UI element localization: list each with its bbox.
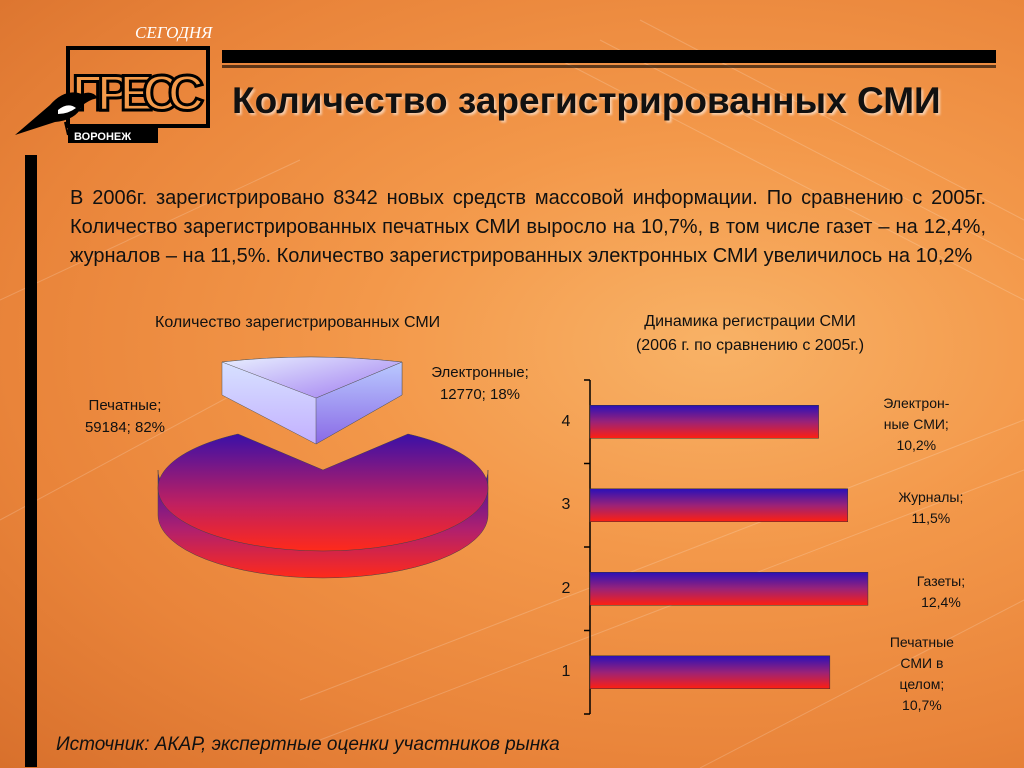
bar-1 [589, 655, 831, 689]
bar-2 [589, 572, 869, 606]
left-rule [25, 155, 37, 767]
top-rule [222, 50, 996, 63]
top-rule-shadow [222, 65, 996, 68]
pie-label-electronic-line1: Электронные; [431, 364, 529, 381]
logo: СЕГОДНЯ ПРЕСС ВОРОНЕЖ [15, 23, 213, 143]
bar-chart-title-line2: (2006 г. по сравнению с 2005г.) [635, 337, 865, 354]
bar-category-label-2: 2 [561, 579, 571, 597]
pie-chart-title: Количество зарегистрированных СМИ [155, 314, 441, 331]
bar-data-label-3: Журналы; 11,5% [898, 489, 964, 527]
bar-category-label-1: 1 [561, 663, 571, 681]
pie-label-electronic-line2: 12770; 18% [439, 386, 521, 403]
bar-3 [589, 488, 849, 522]
source-note: Источник: АКАР, экспертные оценки участн… [56, 734, 560, 755]
pie-label-printed-line1: Печатные; [88, 397, 162, 414]
bar-category-label-3: 3 [561, 496, 571, 514]
logo-top-text: СЕГОДНЯ [135, 23, 213, 42]
logo-city: ВОРОНЕЖ [74, 131, 131, 143]
pie-slice-electronic [221, 356, 403, 445]
bar-4 [589, 405, 819, 439]
intro-paragraph: В 2006г. зарегистрировано 8342 новых сре… [70, 187, 986, 267]
bar-chart-title: Динамика регистрации СМИ (2006 г. по сра… [570, 310, 930, 358]
logo-main-text: ПРЕСС [72, 65, 204, 121]
pie-label-printed: Печатные; 59184; 82% [70, 395, 180, 439]
pie-label-electronic: Электронные; 12770; 18% [410, 362, 550, 406]
bar-chart-title-line1: Динамика регистрации СМИ [644, 313, 856, 330]
pie-label-printed-line2: 59184; 82% [84, 419, 166, 436]
magpie-icon [15, 92, 98, 135]
bar-data-label-2: Газеты; 12,4% [916, 572, 966, 610]
bar-chart [584, 379, 869, 715]
pie-chart [157, 356, 489, 579]
slide-title: Количество зарегистрированных СМИ [232, 80, 941, 121]
bar-data-label-1: Печатные СМИ в целом; 10,7% [889, 634, 954, 714]
bar-data-label-4: Электрон-ные СМИ; 10,2% [883, 394, 950, 453]
pie-slice-printed [157, 433, 489, 552]
bar-category-label-4: 4 [561, 412, 571, 430]
